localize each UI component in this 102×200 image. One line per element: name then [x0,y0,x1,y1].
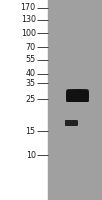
Text: 35: 35 [26,78,36,88]
Text: 40: 40 [26,70,36,78]
Text: 130: 130 [21,16,36,24]
Text: 100: 100 [21,28,36,38]
Text: 170: 170 [21,3,36,12]
Text: 25: 25 [26,95,36,104]
Text: 15: 15 [26,127,36,136]
Text: 55: 55 [26,55,36,64]
Bar [48,0,102,200]
Text: 70: 70 [26,43,36,51]
Text: 10: 10 [26,150,36,160]
